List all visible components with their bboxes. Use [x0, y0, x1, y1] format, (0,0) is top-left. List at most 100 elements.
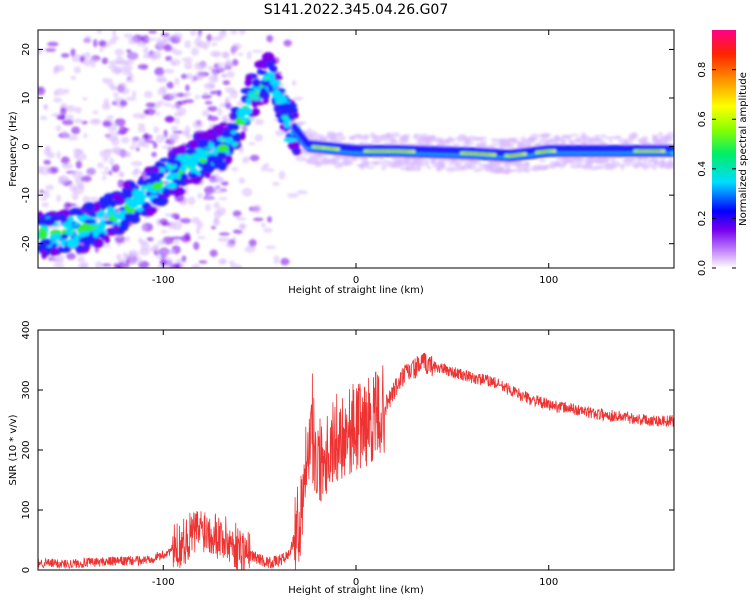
heatmap-speckle [156, 75, 167, 83]
heatmap-speckle [170, 236, 183, 240]
heatmap-speckle [116, 253, 122, 261]
heatmap-speckle [118, 125, 127, 135]
heatmap-speckle [70, 48, 76, 57]
heatmap-halo [365, 166, 375, 169]
heatmap-cell [97, 221, 106, 231]
heatmap-halo [467, 163, 473, 170]
heatmap-cell [167, 172, 180, 179]
heatmap-speckle [156, 37, 162, 46]
heatmap-speckle [177, 100, 187, 105]
heatmap-halo [664, 166, 671, 170]
heatmap-halo [308, 130, 318, 137]
heatmap-speckle [131, 160, 143, 167]
heatmap-halo [490, 142, 499, 146]
heatmap-halo [355, 163, 363, 167]
heatmap-speckle [145, 108, 156, 116]
heatmap-cell [104, 236, 110, 244]
heatmap-cell [227, 122, 233, 131]
heatmap-halo [558, 139, 567, 143]
heatmap-speckle [272, 181, 280, 186]
heatmap-cell [205, 151, 210, 154]
heatmap-speckle [164, 257, 174, 266]
heatmap-halo [379, 134, 385, 140]
heatmap-cell [224, 136, 233, 145]
heatmap-speckle [254, 134, 263, 142]
heatmap-speckle [56, 194, 61, 203]
heatmap-speckle [198, 260, 208, 264]
y-tick-label: 10 [21, 92, 32, 105]
heatmap-speckle [171, 32, 183, 40]
heatmap-speckle [120, 86, 130, 95]
heatmap-speckle [92, 119, 100, 123]
heatmap-speckle [195, 226, 201, 235]
heatmap-halo [384, 134, 392, 137]
heatmap-cell [201, 163, 211, 170]
heatmap-speckle [192, 120, 204, 129]
heatmap-speckle [218, 31, 227, 38]
heatmap-cell [197, 143, 209, 148]
heatmap-speckle [170, 213, 180, 219]
heatmap-speckle [75, 152, 87, 161]
heatmap-speckle [84, 35, 91, 42]
heatmap-speckle [214, 217, 219, 225]
heatmap-cell [670, 151, 674, 155]
heatmap-speckle [98, 47, 104, 52]
heatmap-cell [188, 140, 194, 146]
heatmap-cell [206, 155, 218, 163]
heatmap-speckle [81, 120, 88, 125]
heatmap-speckle [55, 124, 62, 132]
heatmap-speckle [231, 42, 242, 50]
heatmap-cell [120, 219, 130, 229]
heatmap-halo [371, 138, 379, 144]
heatmap-cell [266, 74, 276, 82]
heatmap-speckle [159, 218, 168, 226]
heatmap-speckle [152, 50, 162, 60]
heatmap-speckle [273, 255, 280, 265]
heatmap-speckle [253, 204, 262, 214]
heatmap-cell [58, 214, 66, 220]
heatmap-halo [639, 161, 648, 165]
heatmap-speckle [170, 92, 180, 99]
heatmap-speckle [173, 112, 183, 117]
heatmap-halo [624, 157, 631, 162]
heatmap-halo [604, 165, 609, 169]
heatmap-halo [651, 134, 658, 137]
colorbar-tick-label: 0.8 [697, 62, 708, 78]
figure-title: S141.2022.345.04.26.G07 [264, 2, 449, 18]
heatmap-cell [60, 233, 69, 240]
heatmap-halo [475, 167, 486, 171]
heatmap-speckle [137, 63, 149, 70]
heatmap-speckle [294, 155, 307, 162]
heatmap-halo [637, 163, 642, 167]
heatmap-speckle [153, 126, 160, 134]
heatmap-speckle [74, 118, 83, 124]
heatmap-speckle [232, 210, 242, 217]
heatmap-cell [144, 186, 148, 190]
heatmap-speckle [132, 113, 145, 119]
heatmap-speckle [66, 114, 74, 121]
heatmap-speckle [213, 66, 223, 71]
heatmap-halo [349, 137, 355, 141]
heatmap-halo [561, 162, 567, 168]
heatmap-halo [561, 134, 569, 138]
heatmap-speckle [179, 218, 192, 224]
heatmap-halo [573, 158, 582, 162]
heatmap-halo [569, 162, 580, 169]
x-tick-label: 0 [353, 577, 359, 588]
heatmap-cell [60, 238, 67, 244]
heatmap-halo [602, 159, 609, 162]
heatmap-speckle [70, 75, 77, 80]
y-tick-label: -20 [21, 236, 32, 252]
heatmap-halo [586, 159, 593, 166]
heatmap-speckle [266, 168, 275, 173]
heatmap-halo [461, 143, 470, 147]
heatmap-speckle [209, 249, 218, 258]
heatmap-speckle [123, 59, 135, 66]
heatmap-speckle [102, 120, 112, 128]
heatmap-speckle [203, 82, 216, 90]
heatmap-halo [521, 138, 531, 142]
heatmap-speckle [106, 78, 114, 87]
spectrogram-y-axis-label: Frequency (Hz) [8, 111, 19, 187]
heatmap-halo [478, 136, 488, 141]
